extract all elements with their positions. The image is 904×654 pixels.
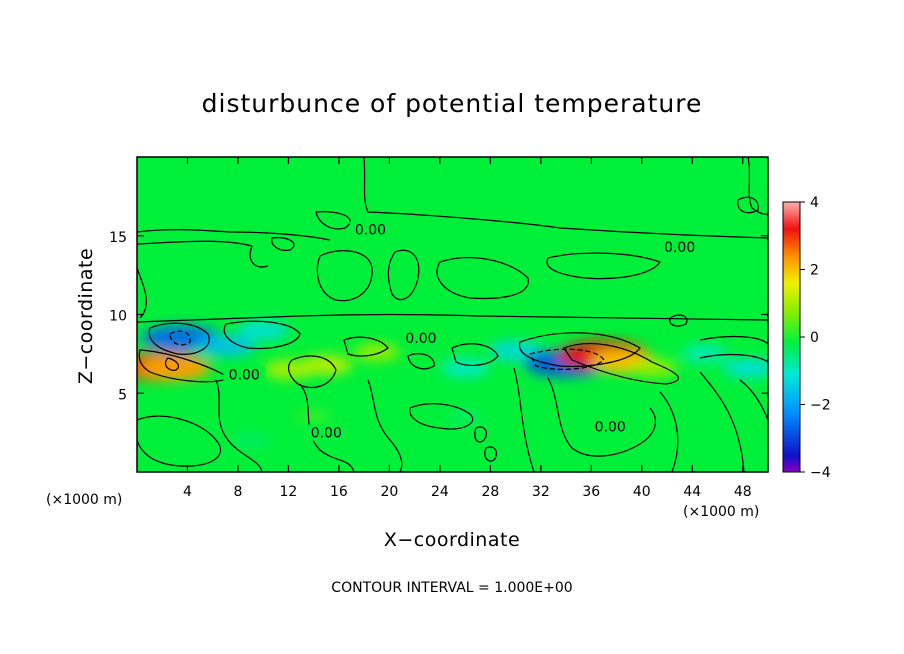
heat-cell: [233, 432, 268, 449]
x-tick-label: 36: [582, 484, 600, 500]
colorbar-ticks: 4 2 0 −2 −4: [800, 195, 831, 481]
contour-line: [737, 196, 759, 214]
contour-line: [739, 379, 768, 421]
y-axis-unit: (×1000 m): [46, 492, 122, 508]
x-axis-ticks: 4 8 12 16 20 24 28 32 36 40 44 48: [183, 157, 752, 500]
x-tick-label: 44: [683, 484, 701, 500]
heat-cell: [353, 343, 400, 362]
contour-line: [484, 446, 498, 462]
contour-line: [223, 320, 301, 350]
x-tick-label: 20: [380, 484, 398, 500]
y-axis-ticks: 5 10 15: [109, 230, 768, 403]
heat-cell: [631, 358, 678, 378]
heat-cell: [300, 354, 353, 375]
contour-line: [409, 403, 474, 430]
contour-line: [138, 349, 232, 383]
contour-line: [387, 249, 420, 301]
plot-area: 0.000.000.000.000.00 0.00 4 8 12 16 20 24 28 32 3…: [109, 156, 769, 500]
contour-label: 0.00: [405, 331, 436, 347]
contour-line: [451, 343, 499, 366]
colorbar-tick-label: 2: [810, 263, 819, 279]
y-tick-label: 10: [109, 309, 127, 325]
contour-line: [367, 379, 403, 472]
x-tick-label: 48: [734, 484, 752, 500]
heat-cell: [723, 358, 768, 379]
x-tick-label: 32: [532, 484, 550, 500]
x-axis-label: X−coordinate: [384, 529, 520, 551]
chart-title: disturbunce of potential temperature: [202, 89, 703, 118]
heat-cell: [488, 340, 543, 361]
contour-line: [407, 353, 435, 370]
contour-label: 0.00: [311, 426, 342, 442]
contour-line: [169, 330, 191, 346]
contour-line: [148, 322, 210, 355]
plot-background: [137, 157, 768, 472]
contour-line: [747, 157, 768, 215]
contour-line: [659, 391, 679, 472]
contour-interval-note: CONTOUR INTERVAL = 1.000E+00: [331, 580, 572, 596]
contour-line: [215, 379, 263, 472]
contour-line: [315, 211, 351, 230]
colorbar-tick-label: 4: [810, 195, 819, 211]
heat-cell: [138, 355, 211, 381]
contour-line: [137, 313, 768, 323]
contour-line: [474, 426, 488, 443]
contour-line: [547, 377, 657, 457]
y-axis-label: Z−coordinate: [75, 248, 97, 384]
contour-line: [137, 229, 331, 241]
contour-label-background: [305, 424, 348, 441]
contour-line: [363, 157, 768, 239]
heat-cell: [237, 320, 290, 341]
contour-label: 0.00: [595, 419, 626, 435]
contour-line: [529, 348, 605, 370]
contour-label-background: [349, 221, 392, 238]
contour-label-background: [399, 330, 442, 347]
x-tick-label: 16: [330, 484, 348, 500]
contour-line: [699, 371, 745, 472]
x-axis-unit: (×1000 m): [683, 504, 759, 520]
heat-cell: [448, 409, 483, 425]
contour-lines: [137, 157, 768, 472]
contour-line: [699, 335, 768, 363]
contour-line: [669, 314, 688, 327]
contour-line: [137, 415, 222, 467]
contour-labels: 0.00 0.00 0.00 0.00 0.00 0.00: [223, 221, 701, 442]
contour-line: [271, 237, 295, 251]
contour-line: [436, 257, 529, 300]
x-tick-label: 24: [431, 484, 449, 500]
contour-line: [299, 383, 355, 472]
x-tick-label: 8: [233, 484, 242, 500]
heat-cell: [681, 344, 728, 364]
contour-label-background: [223, 366, 266, 383]
heat-cell: [296, 409, 331, 425]
contour-line: [343, 336, 389, 357]
x-tick-label: 40: [633, 484, 651, 500]
x-tick-label: 28: [481, 484, 499, 500]
contour-line: [316, 250, 373, 302]
contour-label: 0.00: [664, 240, 695, 256]
x-tick-label: 4: [183, 484, 192, 500]
contour-label: 0.00: [229, 367, 260, 383]
colorbar-tick-label: −4: [810, 465, 831, 481]
contour-line: [518, 332, 641, 367]
contour-line: [513, 367, 535, 472]
colorbar-tick-label: −2: [810, 398, 831, 414]
contour-line: [563, 342, 679, 385]
heat-cell: [195, 335, 256, 357]
contour-line: [137, 240, 269, 268]
contour-label-background: [589, 418, 632, 435]
contour-line: [164, 357, 180, 371]
contour-label: 0.00: [355, 222, 386, 238]
heat-cell: [441, 358, 490, 378]
contour-line: [288, 355, 337, 389]
y-tick-label: 5: [118, 387, 127, 403]
colorbar-tick-label: 0: [810, 330, 819, 346]
x-tick-label: 12: [280, 484, 298, 500]
contour-label-background: [658, 238, 701, 255]
contour-line: [546, 252, 661, 280]
y-tick-label: 15: [109, 230, 127, 246]
colorbar-gradient: [782, 201, 801, 473]
colorbar: 4 2 0 −2 −4: [782, 195, 831, 481]
